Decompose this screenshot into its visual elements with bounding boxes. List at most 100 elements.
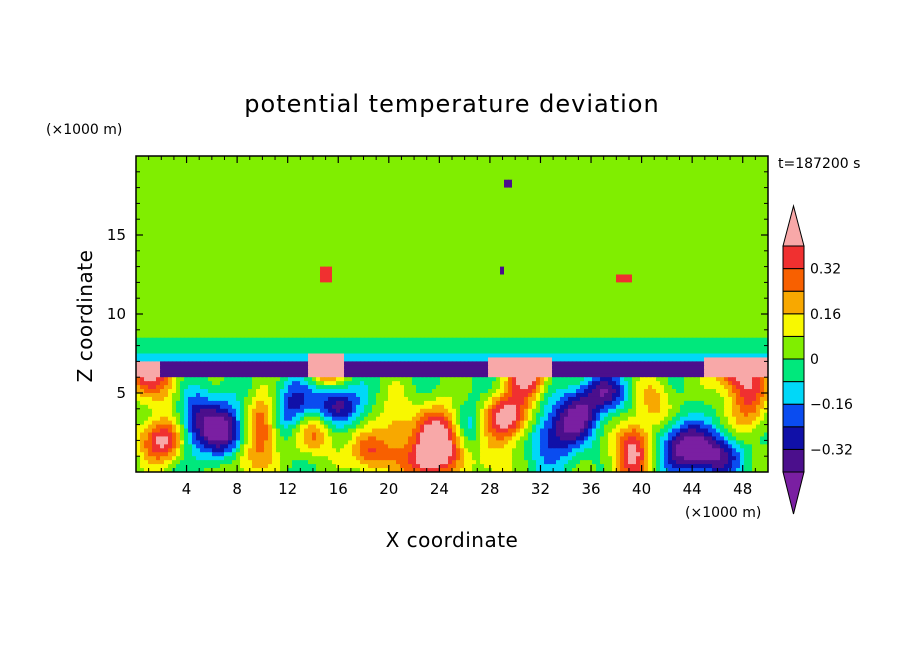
field-cell <box>268 191 273 197</box>
field-cell <box>612 242 617 248</box>
field-cell <box>444 207 449 212</box>
field-cell <box>496 231 501 236</box>
field-cell <box>488 199 493 204</box>
field-cell <box>312 195 317 201</box>
field-cell <box>264 250 269 256</box>
field-cell <box>600 235 605 240</box>
field-cell <box>284 254 289 260</box>
field-cell <box>592 179 597 185</box>
field-cell <box>472 223 477 228</box>
field-cell <box>696 266 701 272</box>
field-cell <box>296 266 301 272</box>
field-cell <box>740 199 745 204</box>
field-cell <box>528 258 533 264</box>
field-cell <box>428 167 433 173</box>
field-cell <box>432 227 437 232</box>
field-cell <box>216 195 221 201</box>
field-cell <box>156 266 161 272</box>
field-cell <box>328 274 333 280</box>
field-cell <box>272 156 277 161</box>
field-cell <box>540 250 545 256</box>
field-cell <box>352 227 357 232</box>
field-cell <box>756 167 761 173</box>
field-cell <box>544 156 549 161</box>
field-cell <box>412 238 417 244</box>
field-cell <box>576 187 581 193</box>
field-cell <box>288 175 293 181</box>
field-cell <box>660 238 665 244</box>
field-cell <box>460 156 465 161</box>
field-cell <box>584 171 589 177</box>
field-cell <box>692 270 697 276</box>
field-cell <box>556 219 561 224</box>
field-cell <box>164 238 169 244</box>
field-cell <box>728 175 733 181</box>
field-cell <box>556 195 561 201</box>
field-cell <box>704 250 709 256</box>
field-cell <box>208 258 213 264</box>
field-cell <box>300 266 305 272</box>
field-cell <box>736 159 741 165</box>
field-cell <box>208 156 213 161</box>
field-cell <box>384 223 389 228</box>
field-cell <box>604 159 609 165</box>
field-cell <box>552 250 557 256</box>
field-cell <box>708 183 713 189</box>
field-cell <box>136 199 141 204</box>
field-cell <box>248 223 253 228</box>
field-cell <box>484 207 489 212</box>
field-cell <box>416 159 421 165</box>
field-cell <box>400 183 405 189</box>
field-cell <box>460 274 465 280</box>
field-cell <box>464 207 469 212</box>
field-cell <box>288 167 293 173</box>
field-cell <box>580 183 585 189</box>
field-cell <box>636 167 641 173</box>
field-cell <box>764 171 768 177</box>
field-cell <box>284 238 289 244</box>
field-cell <box>456 211 461 216</box>
field-cell <box>264 171 269 177</box>
field-cell <box>408 199 413 204</box>
field-cell <box>492 163 497 169</box>
field-cell <box>704 191 709 197</box>
field-cell <box>256 278 261 283</box>
field-cell <box>188 231 193 236</box>
field-cell <box>432 159 437 165</box>
field-cell <box>460 163 465 169</box>
field-cell <box>272 183 277 189</box>
field-cell <box>344 167 349 173</box>
field-cell <box>764 242 768 248</box>
field-cell <box>732 163 737 169</box>
field-cell <box>284 207 289 212</box>
field-cell <box>344 262 349 268</box>
field-cell <box>176 203 181 208</box>
field-cell <box>720 183 725 189</box>
field-cell <box>136 278 141 283</box>
field-cell <box>680 231 685 236</box>
field-cell <box>188 250 193 256</box>
field-cell <box>544 215 549 220</box>
field-cell <box>536 203 541 208</box>
field-cell <box>564 191 569 197</box>
field-cell <box>520 219 525 224</box>
field-cell <box>408 183 413 189</box>
field-cell <box>604 238 609 244</box>
field-cell <box>288 235 293 240</box>
field-cell <box>616 171 621 177</box>
field-cell <box>232 235 237 240</box>
field-cell <box>476 175 481 181</box>
field-cell <box>736 274 741 280</box>
field-cell <box>324 167 329 173</box>
field-cell <box>188 199 193 204</box>
field-cell <box>640 179 645 185</box>
field-cell <box>640 266 645 272</box>
field-cell <box>136 266 141 272</box>
field-cell <box>424 207 429 212</box>
field-cell <box>232 266 237 272</box>
field-cell <box>232 262 237 268</box>
field-cell <box>308 159 313 165</box>
field-cell <box>572 156 577 161</box>
field-cell <box>708 203 713 208</box>
field-cell <box>740 179 745 185</box>
